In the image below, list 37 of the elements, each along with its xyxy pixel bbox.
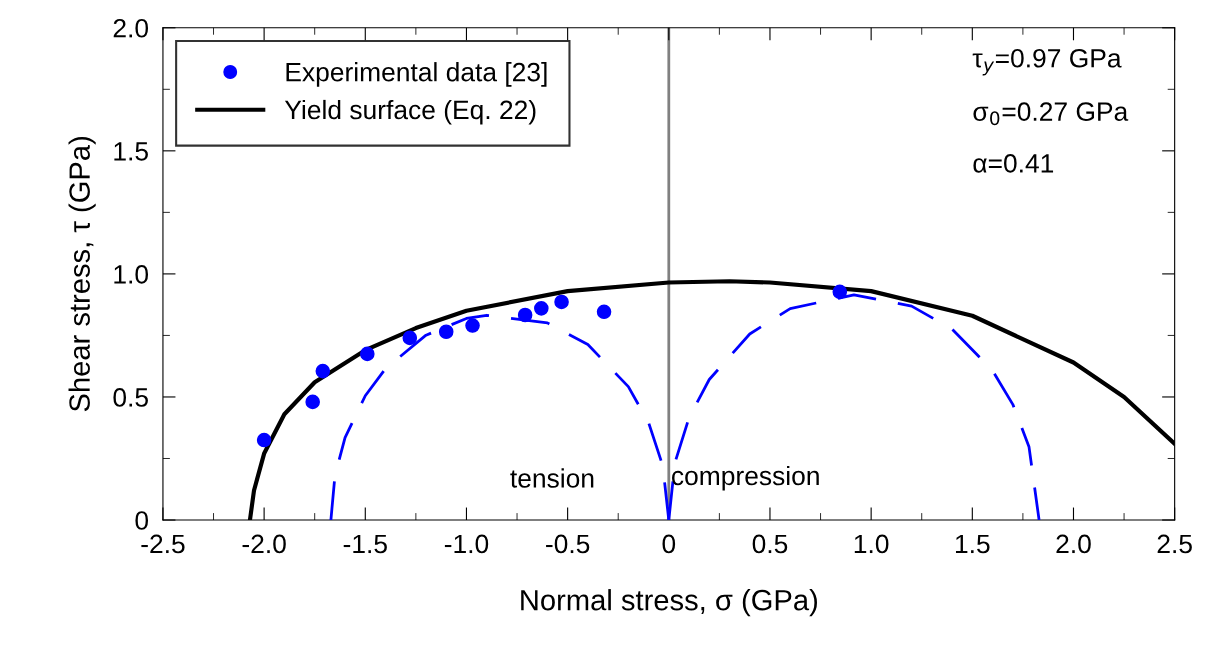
annotation: tension bbox=[510, 468, 594, 488]
x-tick-label: -2.0 bbox=[242, 534, 286, 554]
y-axis-title: Shear stress, τ (GPa) bbox=[68, 137, 96, 412]
x-tick-label: 0 bbox=[662, 534, 676, 554]
point bbox=[305, 394, 320, 410]
y-tick-label: 2.0 bbox=[113, 18, 149, 38]
point bbox=[832, 284, 848, 300]
point bbox=[534, 301, 549, 316]
x-tick-label: 1.5 bbox=[955, 534, 990, 554]
point bbox=[360, 346, 375, 362]
x-tick-label: 2.5 bbox=[1157, 534, 1192, 554]
point bbox=[596, 304, 612, 320]
y-tick-label: 1.5 bbox=[114, 142, 148, 161]
y-tick-label: 0 bbox=[135, 511, 149, 530]
annotation: τ$_{y}$=0.97 GPa bbox=[972, 48, 1122, 76]
x-tick-label: 2.0 bbox=[1056, 534, 1091, 554]
annotation: α=0.41 bbox=[973, 154, 1054, 173]
point bbox=[554, 294, 569, 310]
x-axis-title: Normal stress, σ (GPa) bbox=[521, 589, 817, 617]
point bbox=[315, 363, 331, 379]
x-tick-label: -2.5 bbox=[141, 534, 185, 554]
point bbox=[465, 318, 480, 333]
x-tick-label: -0.5 bbox=[546, 534, 590, 554]
legend-label: Yield surface (Eq. 22) bbox=[284, 99, 536, 125]
x-tick-label: -1.5 bbox=[343, 534, 387, 554]
y-tick-label: 0.5 bbox=[113, 388, 148, 407]
annotation: compression bbox=[672, 465, 819, 491]
point bbox=[256, 432, 272, 448]
point bbox=[438, 324, 454, 340]
point bbox=[517, 307, 533, 323]
x-tick-label: 1.0 bbox=[854, 534, 889, 554]
x-tick-label: -1.0 bbox=[444, 534, 489, 554]
annotation: σ$_{0}$=0.27 GPa bbox=[973, 102, 1129, 126]
y-tick-label: 1.0 bbox=[114, 265, 149, 284]
legend-label: Experimental data [23] bbox=[286, 62, 547, 87]
point bbox=[402, 330, 418, 346]
x-tick-label: 0.5 bbox=[752, 534, 788, 554]
